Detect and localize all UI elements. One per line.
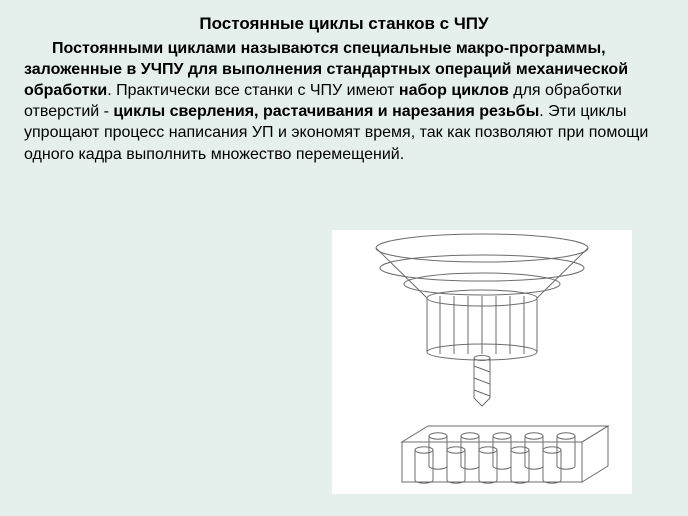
diagram-container <box>332 230 632 494</box>
para-text-1: . Практически все станки с ЧПУ имеют <box>107 82 399 99</box>
para-bold-3: циклы сверления, растачивания и нарезани… <box>113 103 539 120</box>
page-title: Постоянные циклы станков с ЧПУ <box>24 14 664 34</box>
cnc-diagram <box>332 230 632 494</box>
para-bold-2: набор циклов <box>399 82 509 99</box>
body-paragraph: Постоянными циклами называются специальн… <box>24 38 664 165</box>
